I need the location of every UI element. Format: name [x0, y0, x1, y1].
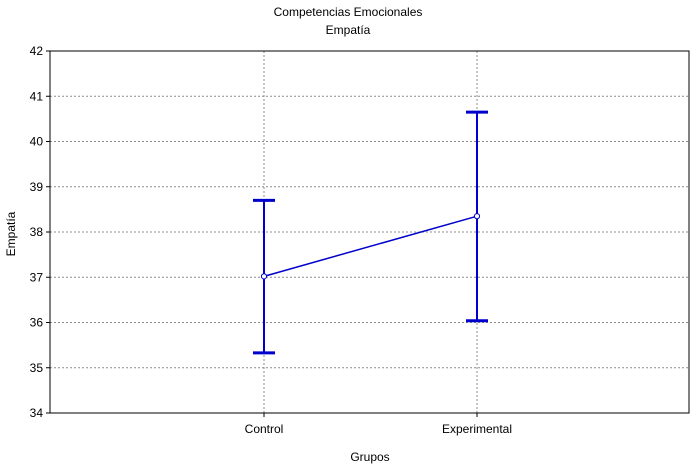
data-series [253, 110, 488, 355]
y-axis-label: Empatía [4, 211, 18, 256]
grid-lines [50, 51, 689, 413]
x-axis-label: Grupos [350, 450, 389, 464]
x-tick-label: Experimental [442, 422, 512, 436]
y-tick-label: 38 [30, 225, 44, 239]
y-tick-label: 42 [30, 44, 44, 58]
y-tick-label: 35 [30, 361, 44, 375]
y-tick-label: 39 [30, 180, 44, 194]
chart-title: Competencias Emocionales [274, 5, 423, 19]
chart-subtitle: Empatía [326, 23, 371, 37]
axes: 34 35 36 37 38 39 40 41 42 Control Experimental [30, 44, 512, 436]
y-tick-label: 40 [30, 135, 44, 149]
y-tick-label: 37 [30, 270, 44, 284]
data-point [473, 213, 481, 220]
y-tick-label: 34 [30, 406, 44, 420]
data-point [260, 273, 268, 280]
plot-frame [49, 50, 690, 414]
series-line [263, 215, 478, 278]
y-tick-label: 36 [30, 316, 44, 330]
y-tick-label: 41 [30, 89, 44, 103]
x-tick-label: Control [245, 422, 284, 436]
